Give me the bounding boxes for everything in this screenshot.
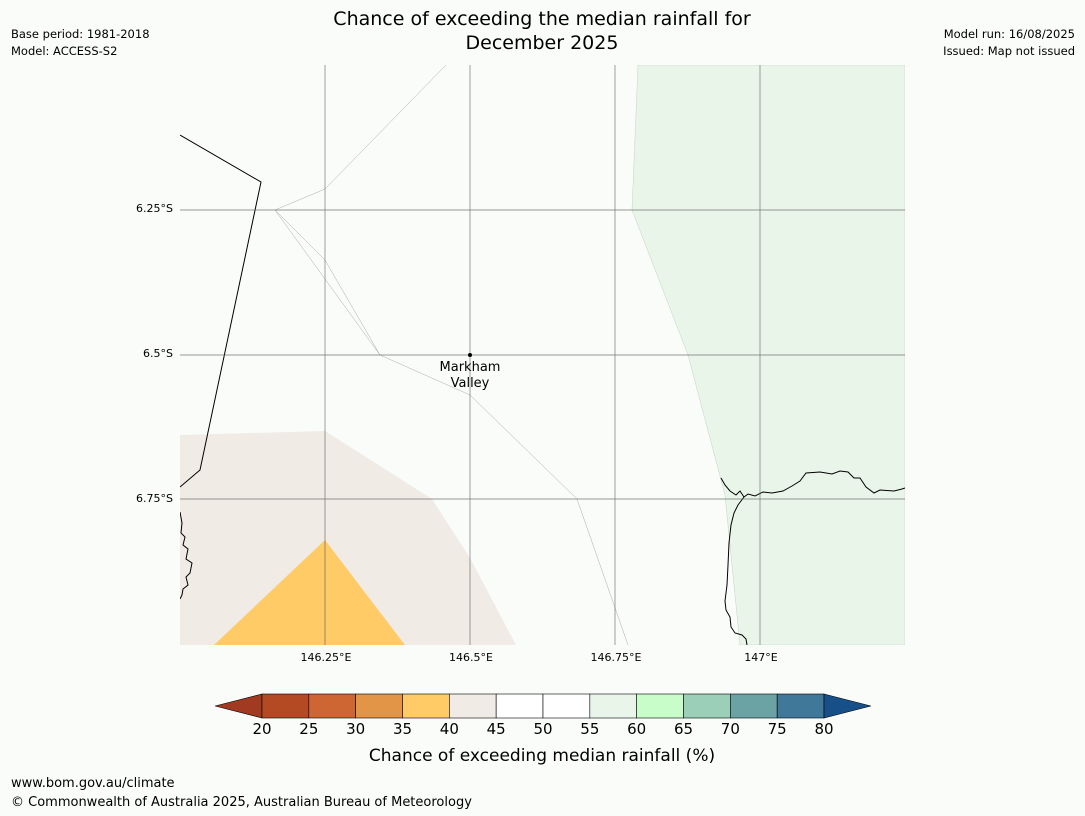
colorbar-tick-40: 40 bbox=[439, 720, 459, 738]
title-line-2: December 2025 bbox=[465, 32, 619, 54]
colorbar-tick-35: 35 bbox=[392, 720, 413, 738]
lon-label-146-75: 146.75°E bbox=[590, 651, 642, 664]
border-line bbox=[180, 134, 262, 488]
colorbar-box-75-80 bbox=[776, 693, 825, 719]
colorbar-tick-70: 70 bbox=[720, 720, 740, 738]
colorbar-tick-45: 45 bbox=[486, 720, 506, 738]
base-period-text: Base period: 1981-2018 bbox=[11, 27, 150, 41]
region-35-40-percent bbox=[214, 540, 405, 645]
colorbar-box-35-40 bbox=[402, 693, 450, 719]
province-boundary bbox=[274, 65, 629, 645]
colorbar-tick-50: 50 bbox=[533, 720, 553, 738]
colorbar-box-45-50 bbox=[495, 693, 544, 719]
place-name-line-2: Valley bbox=[450, 376, 490, 391]
title-line-1: Chance of exceeding the median rainfall … bbox=[333, 8, 751, 30]
colorbar-tick-75: 75 bbox=[767, 720, 787, 738]
lon-label-146-25: 146.25°E bbox=[300, 651, 352, 664]
colorbar-extend-low bbox=[215, 693, 263, 719]
colorbar-box-50-55 bbox=[542, 693, 591, 719]
colorbar-box-20-25 bbox=[261, 693, 310, 719]
map-title: Chance of exceeding the median rainfall … bbox=[242, 7, 842, 55]
coastline-west bbox=[180, 511, 193, 600]
colorbar-box-70-75 bbox=[730, 693, 778, 719]
place-name-line-1: Markham bbox=[439, 360, 501, 375]
lon-label-146-5: 146.5°E bbox=[449, 651, 493, 664]
lat-label-6-75: 6.75°S bbox=[136, 492, 173, 505]
coastline-east bbox=[720, 470, 905, 645]
lon-label-147: 147°E bbox=[744, 651, 778, 664]
province-boundary-2 bbox=[274, 209, 381, 356]
model-info: Base period: 1981-2018 Model: ACCESS-S2 bbox=[11, 26, 150, 60]
issued-text: Issued: Map not issued bbox=[943, 44, 1075, 58]
colorbar-tick-55: 55 bbox=[580, 720, 600, 738]
colorbar-box-25-30 bbox=[308, 693, 356, 719]
map-canvas bbox=[180, 65, 905, 645]
lat-label-6-25: 6.25°S bbox=[136, 202, 173, 215]
colorbar-box-55-60 bbox=[589, 693, 637, 719]
colorbar-tick-60: 60 bbox=[627, 720, 647, 738]
place-marker bbox=[468, 353, 472, 357]
region-40-45-percent bbox=[180, 431, 516, 645]
colorbar bbox=[215, 693, 871, 719]
footer-url[interactable]: www.bom.gov.au/climate bbox=[11, 776, 175, 791]
graticule bbox=[180, 65, 905, 645]
colorbar-tick-30: 30 bbox=[346, 720, 366, 738]
colorbar-tick-65: 65 bbox=[673, 720, 694, 738]
colorbar-tick-80: 80 bbox=[814, 720, 834, 738]
colorbar-title: Chance of exceeding median rainfall (%) bbox=[368, 746, 716, 766]
colorbar-box-60-65 bbox=[636, 693, 684, 719]
footer-copyright: © Commonwealth of Australia 2025, Austra… bbox=[11, 795, 472, 810]
colorbar-extend-high bbox=[823, 693, 871, 719]
lat-label-6-5: 6.5°S bbox=[143, 347, 173, 360]
colorbar-box-65-70 bbox=[683, 693, 731, 719]
place-label: Markham Valley bbox=[420, 360, 520, 392]
colorbar-tick-20: 20 bbox=[252, 720, 272, 738]
model-name-text: Model: ACCESS-S2 bbox=[11, 44, 118, 58]
colorbar-tick-25: 25 bbox=[299, 720, 319, 738]
map-panel bbox=[180, 65, 905, 645]
colorbar-box-30-35 bbox=[355, 693, 403, 719]
run-info: Model run: 16/08/2025 Issued: Map not is… bbox=[943, 26, 1075, 60]
model-run-text: Model run: 16/08/2025 bbox=[943, 27, 1075, 41]
colorbar-box-40-45 bbox=[449, 693, 497, 719]
